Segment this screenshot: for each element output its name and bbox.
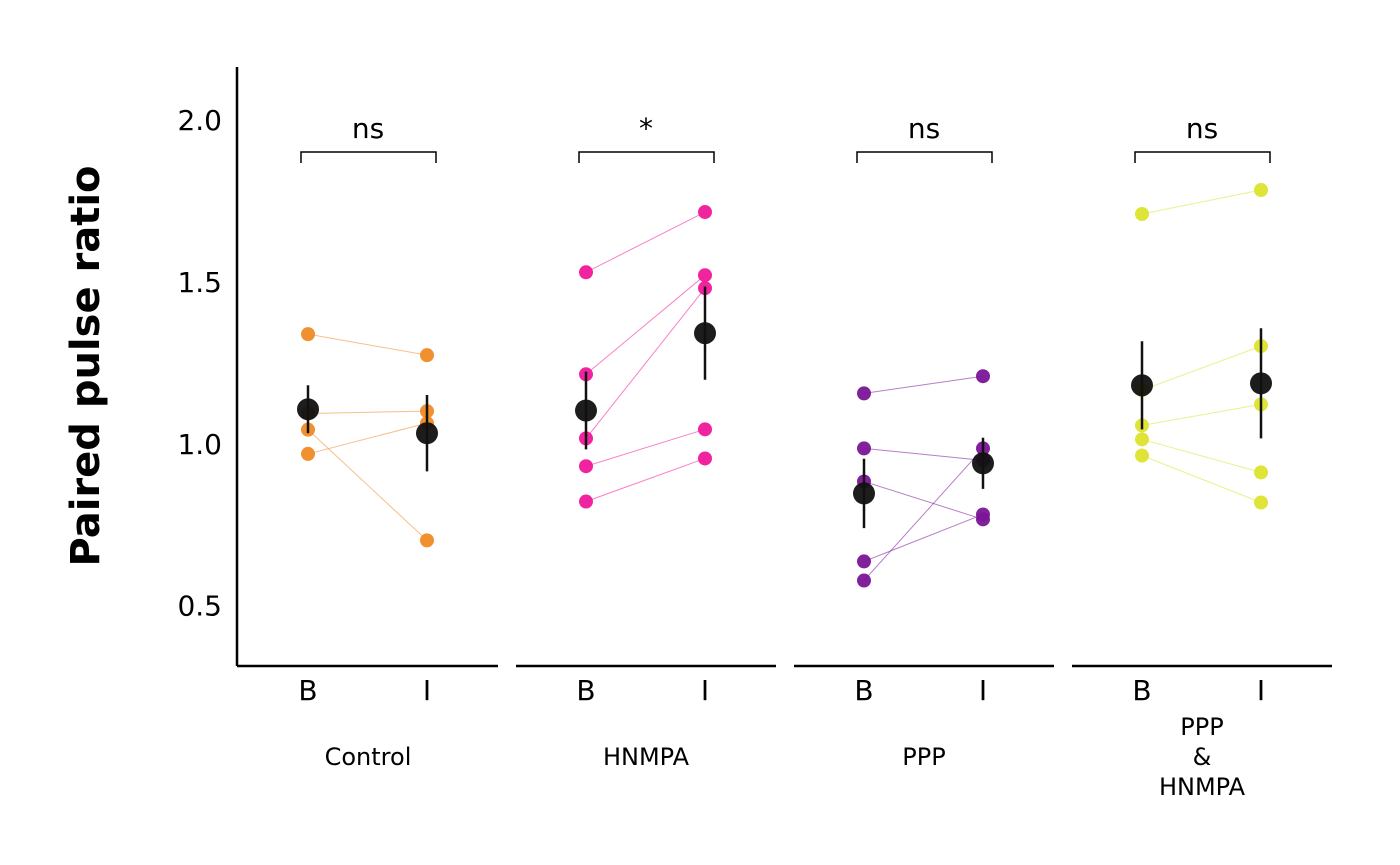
y-tick-label: 0.5 bbox=[177, 590, 222, 623]
mean-marker bbox=[972, 452, 994, 475]
pair-line bbox=[585, 287, 706, 439]
significance-label: ns bbox=[352, 112, 384, 145]
pair-line bbox=[307, 333, 428, 356]
x-tick-label: B bbox=[1132, 674, 1151, 707]
pair-line bbox=[863, 447, 984, 461]
data-point bbox=[857, 441, 871, 456]
data-point bbox=[698, 422, 712, 437]
pair-line bbox=[863, 514, 984, 562]
pair-line bbox=[1141, 189, 1262, 215]
group-label: PPP & HNMPA bbox=[1159, 713, 1246, 801]
pair-line bbox=[863, 448, 984, 581]
pair-line bbox=[307, 422, 428, 455]
group-label: PPP bbox=[902, 743, 945, 771]
mean-marker bbox=[416, 422, 438, 445]
data-point bbox=[857, 573, 871, 588]
data-point bbox=[976, 507, 990, 522]
significance-bracket bbox=[856, 151, 993, 163]
mean-marker bbox=[297, 398, 319, 421]
data-point bbox=[301, 446, 315, 461]
pair-line bbox=[863, 375, 984, 394]
data-point bbox=[1254, 495, 1268, 510]
y-tick-label: 1.5 bbox=[177, 266, 222, 299]
data-point bbox=[1135, 448, 1149, 463]
data-point bbox=[698, 205, 712, 220]
significance-label: ns bbox=[908, 112, 940, 145]
pair-line bbox=[1141, 455, 1262, 503]
pair-line bbox=[585, 428, 706, 467]
data-point bbox=[698, 268, 712, 283]
mean-marker bbox=[575, 399, 597, 422]
x-tick-label: B bbox=[298, 674, 317, 707]
data-point bbox=[420, 533, 434, 548]
data-point bbox=[301, 327, 315, 342]
data-point bbox=[1254, 465, 1268, 480]
mean-marker bbox=[853, 482, 875, 505]
pair-line bbox=[863, 480, 984, 520]
data-point bbox=[420, 348, 434, 363]
pair-line bbox=[585, 211, 706, 273]
x-tick-label: B bbox=[576, 674, 595, 707]
group-label: HNMPA bbox=[603, 743, 690, 771]
data-point bbox=[579, 494, 593, 509]
x-tick-label: I bbox=[979, 674, 987, 707]
group-label: Control bbox=[325, 743, 412, 771]
mean-marker bbox=[1131, 374, 1153, 397]
pair-line bbox=[307, 410, 428, 414]
data-point bbox=[579, 459, 593, 474]
significance-bracket bbox=[578, 151, 715, 163]
x-tick-label: B bbox=[854, 674, 873, 707]
mean-marker bbox=[694, 322, 716, 345]
pair-line bbox=[1141, 345, 1262, 391]
data-point bbox=[1135, 432, 1149, 447]
pair-line bbox=[585, 274, 706, 375]
significance-label: ns bbox=[1186, 112, 1218, 145]
pair-line bbox=[1141, 403, 1262, 426]
data-point bbox=[976, 369, 990, 384]
pair-line bbox=[585, 457, 706, 502]
data-point bbox=[1254, 183, 1268, 198]
y-tick-label: 2.0 bbox=[177, 104, 222, 137]
data-point bbox=[579, 265, 593, 280]
data-point bbox=[857, 386, 871, 401]
data-point bbox=[698, 451, 712, 466]
significance-label: * bbox=[639, 112, 653, 145]
x-tick-label: I bbox=[423, 674, 431, 707]
significance-bracket bbox=[300, 151, 437, 163]
data-point bbox=[1135, 206, 1149, 221]
pair-line bbox=[307, 429, 428, 541]
x-tick-label: I bbox=[701, 674, 709, 707]
y-axis-label: Paired pulse ratio bbox=[63, 165, 109, 566]
significance-bracket bbox=[1134, 151, 1271, 163]
pair-line bbox=[1141, 438, 1262, 473]
mean-marker bbox=[1250, 372, 1272, 395]
x-tick-label: I bbox=[1257, 674, 1265, 707]
y-tick-label: 1.0 bbox=[177, 428, 222, 461]
data-point bbox=[857, 554, 871, 569]
